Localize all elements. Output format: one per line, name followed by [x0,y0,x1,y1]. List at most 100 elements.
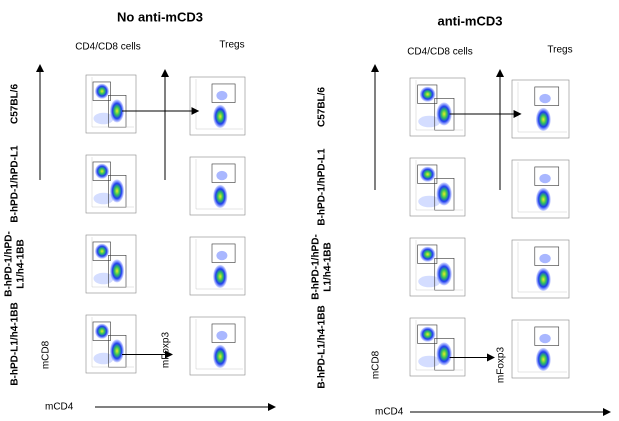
column-header: Tregs [547,45,572,56]
population [535,107,551,132]
y-axis-label: mFoxp3 [161,332,172,369]
gate [92,241,111,261]
gate [417,84,438,104]
gate [92,161,111,181]
gate [534,86,560,106]
population [535,267,551,292]
population [93,112,114,125]
population [418,195,441,208]
gate [417,164,438,184]
population [419,86,436,102]
row-label: B-hPD-1/hPD-L1 [10,145,21,223]
population [436,342,452,366]
population [418,115,441,128]
gate [211,323,236,343]
population [95,323,109,339]
cd4-cd8-plot [409,237,466,297]
population [110,339,124,363]
row-label: B-hPD-1/hPD- [4,231,15,297]
population [93,272,114,285]
gate [108,255,127,288]
plot-frame [85,314,137,374]
cd4-cd8-plot [85,74,137,134]
treg-plot [511,159,570,219]
gate [211,163,236,183]
plot-frame [409,317,466,377]
population [418,355,441,368]
population [539,333,551,344]
population [110,179,124,203]
cd4-cd8-plot [409,157,466,217]
row-label: L1/h4-1BB [323,242,334,291]
row-label: B-hPD-1/hPD- [311,234,322,300]
gate [534,326,560,346]
gate [92,81,111,101]
population [95,83,109,99]
cd4-cd8-plot [85,234,137,294]
panel-title: anti-mCD3 [437,13,502,28]
population [539,93,551,104]
cd4-cd8-plot [85,314,137,374]
population [419,326,436,342]
population [216,90,228,101]
population [436,102,452,126]
plot-frame [409,157,466,217]
panel-title: No anti-mCD3 [117,9,203,24]
x-axis-label: mCD4 [375,407,404,418]
plot-frame [85,74,137,134]
population [213,184,228,209]
plot-frame [85,154,137,214]
row-label: B-hPD-L1/h4-1BB [10,302,21,385]
population [95,243,109,259]
population [419,166,436,182]
y-axis-label: mCD8 [41,340,52,369]
gate [417,324,438,344]
gate [417,244,438,264]
population [419,246,436,262]
population [539,173,551,184]
column-header: Tregs [219,40,244,51]
treg-plot [511,239,570,299]
population [436,262,452,286]
treg-plot [189,316,246,376]
population [216,250,228,261]
treg-plot [189,156,246,216]
treg-plot [189,236,246,296]
population [213,264,228,289]
cd4-cd8-plot [409,77,466,137]
population [535,347,551,372]
y-axis-label: mFoxp3 [496,347,507,384]
column-header: CD4/CD8 cells [75,42,141,53]
cd4-cd8-plot [85,154,137,214]
population [93,192,114,205]
plot-frame [85,234,137,294]
column-header: CD4/CD8 cells [407,47,473,58]
y-axis-label: mCD8 [371,350,382,379]
population [216,170,228,181]
plot-frame [409,237,466,297]
population [418,275,441,288]
gate [92,321,111,341]
plot-frame [409,77,466,137]
population [110,259,124,283]
row-label: C57BL/6 [317,87,328,127]
row-label: B-hPD-L1/h4-1BB [317,305,328,388]
population [216,330,228,341]
row-label: C57BL/6 [10,84,21,124]
x-axis-label: mCD4 [45,402,74,413]
population [95,163,109,179]
population [110,99,124,123]
treg-plot [189,76,246,136]
population [93,352,114,365]
population [436,182,452,206]
row-label: B-hPD-1/hPD-L1 [317,148,328,226]
gate [211,83,236,103]
row-label: L1/h4-1BB [16,239,27,288]
population [213,104,228,129]
cd4-cd8-plot [409,317,466,377]
population [539,253,551,264]
gate [211,243,236,263]
population [535,187,551,212]
population [213,344,228,369]
